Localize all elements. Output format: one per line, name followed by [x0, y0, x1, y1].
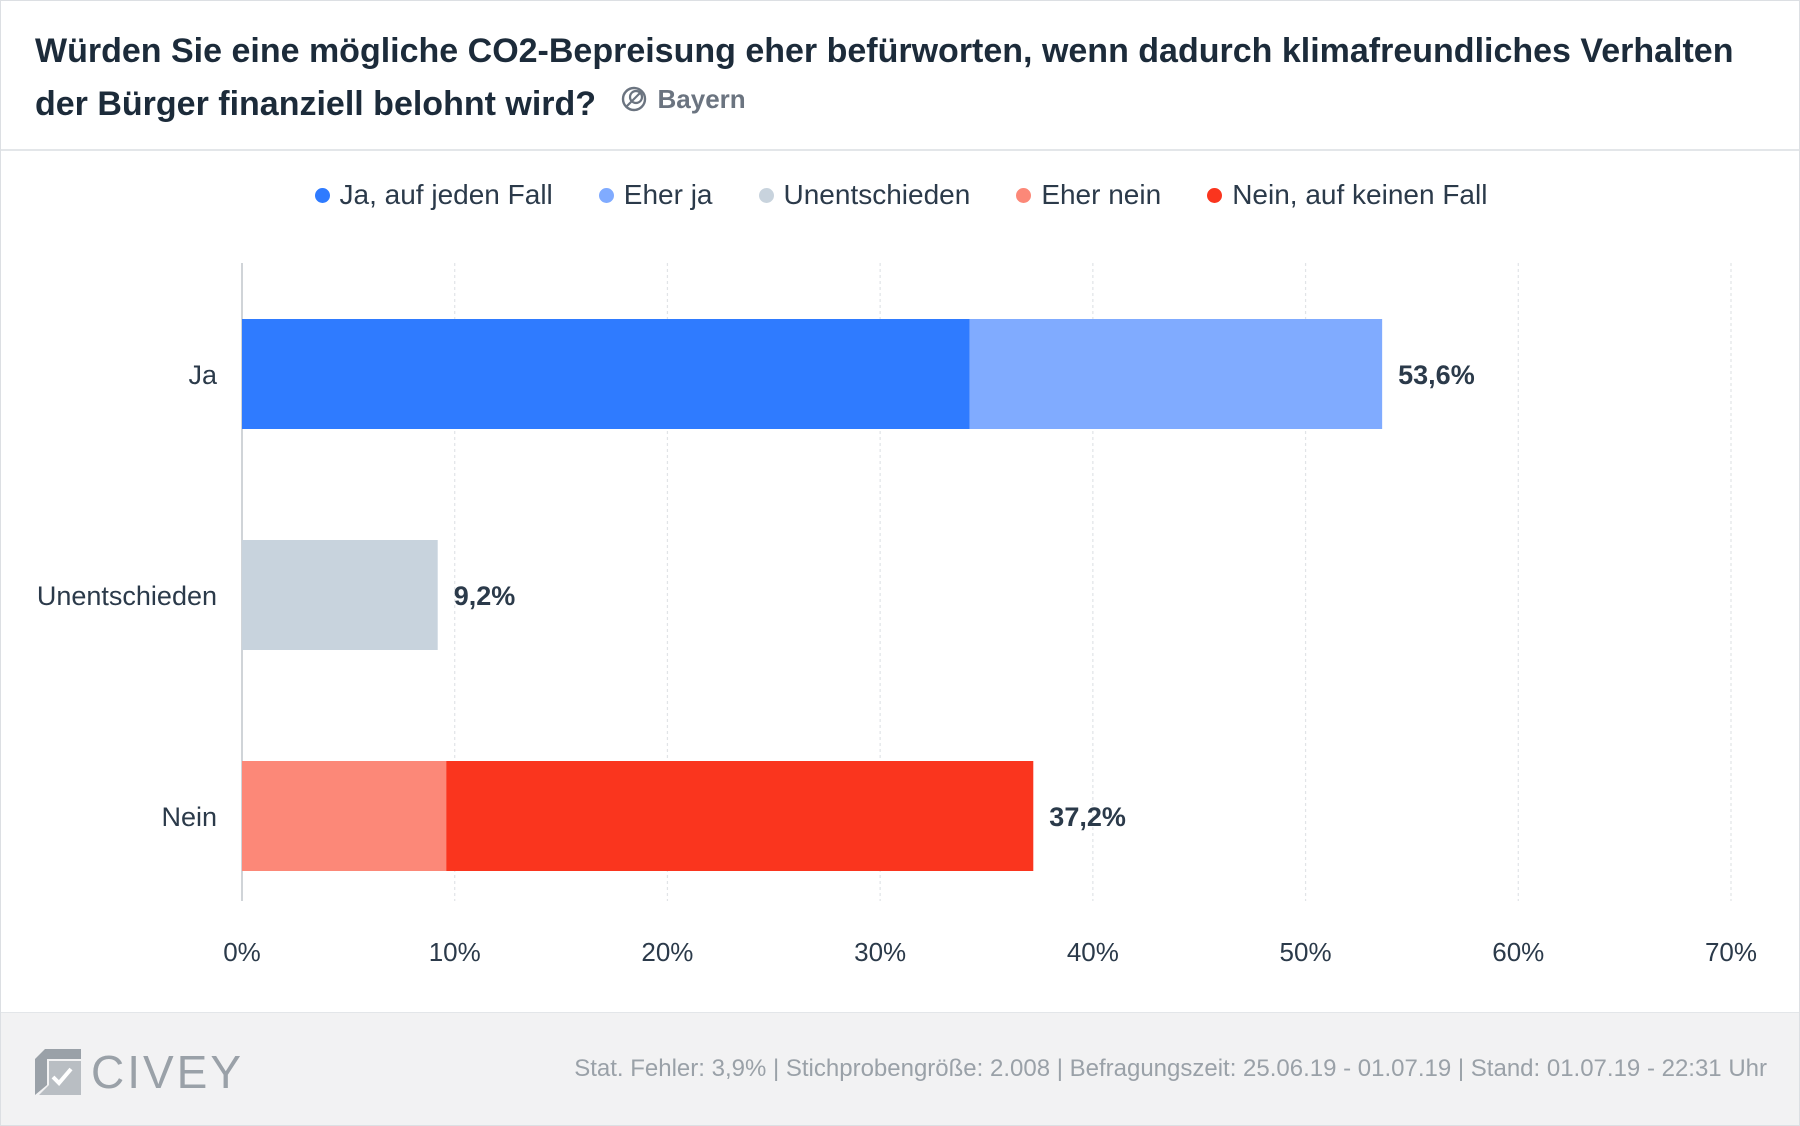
category-label: Nein	[161, 802, 217, 832]
total-data-label: 53,6%	[1398, 360, 1475, 390]
total-data-label: 37,2%	[1049, 802, 1126, 832]
civey-logo-icon	[35, 1049, 81, 1095]
chart-header: Würden Sie eine mögliche CO2-Bepreisung …	[1, 1, 1799, 151]
bar-segment	[446, 761, 1034, 871]
region-label: Bayern	[657, 84, 746, 114]
x-tick-label: 70%	[1705, 937, 1757, 967]
civey-logo[interactable]: CIVEY	[35, 1045, 244, 1099]
x-tick-label: 0%	[223, 937, 261, 967]
globe-region-icon	[621, 86, 646, 112]
legend-item[interactable]: Eher ja	[598, 179, 713, 211]
civey-logo-text: CIVEY	[91, 1046, 245, 1098]
bar-segment	[242, 540, 438, 650]
legend-swatch	[314, 187, 330, 203]
legend-label: Nein, auf keinen Fall	[1232, 179, 1488, 210]
legend-swatch	[1016, 187, 1032, 203]
legend-label: Eher ja	[623, 179, 713, 210]
region-filter[interactable]: Bayern	[620, 75, 746, 123]
x-tick-label: 10%	[429, 937, 481, 967]
x-tick-label: 40%	[1067, 937, 1119, 967]
chart-title: Würden Sie eine mögliche CO2-Bepreisung …	[35, 27, 1765, 128]
legend-swatch	[1207, 187, 1223, 203]
total-data-label: 9,2%	[454, 581, 516, 611]
bar-segment	[242, 319, 970, 429]
category-label: Unentschieden	[37, 581, 217, 611]
x-tick-label: 30%	[854, 937, 906, 967]
legend-swatch	[758, 187, 774, 203]
legend-item[interactable]: Nein, auf keinen Fall	[1207, 179, 1487, 211]
legend-item[interactable]: Ja, auf jeden Fall	[314, 179, 553, 211]
bar-chart: 0% 10% 20% 30% 40% 50% 60% 70% Ja 53,6% Unentschie…	[37, 263, 1757, 967]
x-tick-label: 50%	[1280, 937, 1332, 967]
chart-legend: Ja, auf jeden Fall Eher ja Unentschieden Eh…	[1, 179, 1800, 211]
legend-item[interactable]: Eher nein	[1016, 179, 1161, 211]
legend-label: Unentschieden	[783, 179, 971, 210]
chart-footer: CIVEY Stat. Fehler: 3,9% | Stichprobengr…	[1, 1012, 1799, 1125]
legend-swatch	[598, 187, 614, 203]
bar-segment	[969, 319, 1383, 429]
legend-label: Eher nein	[1041, 179, 1162, 210]
legend-label: Ja, auf jeden Fall	[339, 179, 553, 210]
bar-segment	[242, 761, 447, 871]
category-label: Ja	[188, 360, 218, 390]
chart-title-text: Würden Sie eine mögliche CO2-Bepreisung …	[35, 32, 1734, 123]
survey-meta: Stat. Fehler: 3,9% | Stichprobengröße: 2…	[574, 1055, 1767, 1082]
x-tick-label: 20%	[641, 937, 693, 967]
legend-item[interactable]: Unentschieden	[758, 179, 971, 211]
x-tick-label: 60%	[1492, 937, 1544, 967]
